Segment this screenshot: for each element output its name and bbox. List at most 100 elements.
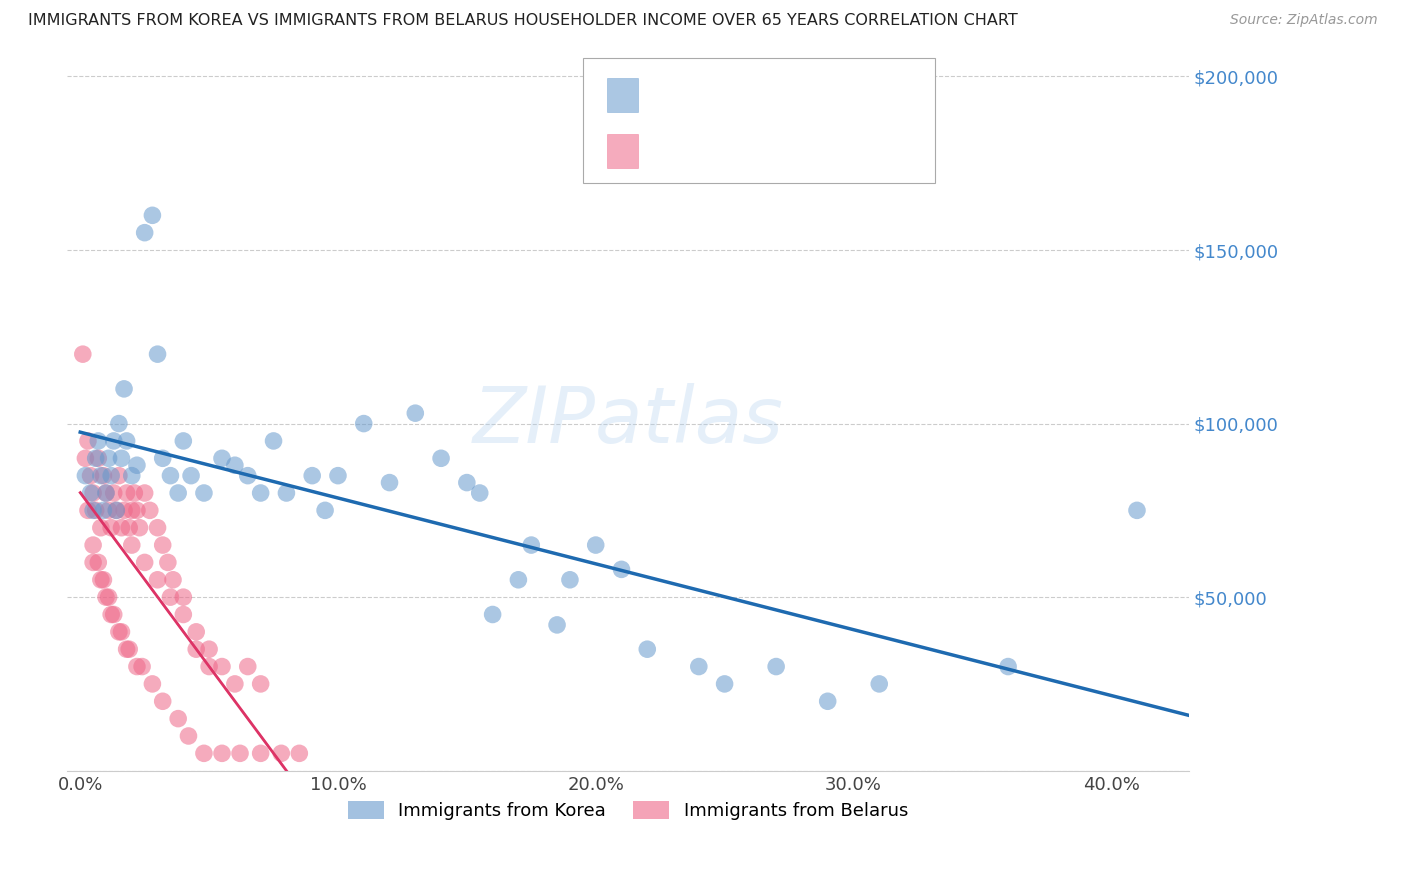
Point xyxy=(610,562,633,576)
Point xyxy=(636,642,658,657)
Point xyxy=(72,347,94,361)
Text: -0.128: -0.128 xyxy=(692,145,751,162)
Point xyxy=(224,677,246,691)
Point xyxy=(263,434,285,448)
Point xyxy=(224,458,246,473)
Point xyxy=(103,607,125,622)
Point xyxy=(121,468,143,483)
Point xyxy=(172,590,194,604)
Point xyxy=(87,556,110,570)
Point xyxy=(77,503,100,517)
Point xyxy=(765,659,787,673)
Point xyxy=(546,618,568,632)
Point xyxy=(249,486,271,500)
Point xyxy=(198,642,221,657)
Point xyxy=(97,590,120,604)
Point xyxy=(110,451,132,466)
Text: 57: 57 xyxy=(783,87,806,104)
Point xyxy=(134,556,156,570)
Point xyxy=(270,747,292,761)
Point xyxy=(314,503,336,517)
Point xyxy=(93,468,115,483)
Point xyxy=(520,538,543,552)
Point xyxy=(430,451,453,466)
Text: 71: 71 xyxy=(783,145,806,162)
Point xyxy=(125,659,148,673)
Point xyxy=(159,468,181,483)
Point xyxy=(90,573,112,587)
Point xyxy=(152,538,174,552)
Point xyxy=(90,521,112,535)
Point xyxy=(276,486,298,500)
Legend: Immigrants from Korea, Immigrants from Belarus: Immigrants from Korea, Immigrants from B… xyxy=(340,794,915,827)
Point xyxy=(131,659,153,673)
Text: N =: N = xyxy=(745,87,793,104)
Point xyxy=(115,434,138,448)
Point xyxy=(90,468,112,483)
Point xyxy=(236,659,259,673)
Point xyxy=(198,659,221,673)
Point xyxy=(105,503,128,517)
Point xyxy=(94,486,117,500)
Point xyxy=(110,521,132,535)
Point xyxy=(93,573,115,587)
Point xyxy=(456,475,478,490)
Point xyxy=(103,486,125,500)
Point xyxy=(118,521,141,535)
Text: ZIPatlas: ZIPatlas xyxy=(472,383,783,458)
Point xyxy=(186,624,208,639)
Point xyxy=(124,486,146,500)
Point xyxy=(229,747,252,761)
Point xyxy=(688,659,710,673)
Point xyxy=(100,521,122,535)
Point xyxy=(152,694,174,708)
Point xyxy=(236,468,259,483)
Point xyxy=(115,642,138,657)
Point xyxy=(156,556,179,570)
Point xyxy=(172,607,194,622)
Point xyxy=(378,475,401,490)
Point xyxy=(868,677,890,691)
Point xyxy=(100,607,122,622)
Point xyxy=(508,573,530,587)
Point xyxy=(103,434,125,448)
Point xyxy=(82,503,104,517)
Point xyxy=(112,503,135,517)
Point xyxy=(713,677,735,691)
Point xyxy=(94,486,117,500)
Point xyxy=(118,642,141,657)
Point xyxy=(249,677,271,691)
Point xyxy=(110,624,132,639)
Point xyxy=(108,417,131,431)
Point xyxy=(167,486,190,500)
Point xyxy=(177,729,200,743)
Point xyxy=(82,486,104,500)
Point xyxy=(93,503,115,517)
Point xyxy=(146,573,169,587)
Point xyxy=(353,417,375,431)
Point xyxy=(558,573,581,587)
Point xyxy=(84,503,107,517)
Text: R =: R = xyxy=(650,145,686,162)
Point xyxy=(97,451,120,466)
Point xyxy=(997,659,1019,673)
Point xyxy=(134,486,156,500)
Point xyxy=(817,694,839,708)
Text: Source: ZipAtlas.com: Source: ZipAtlas.com xyxy=(1230,13,1378,28)
Text: R =: R = xyxy=(650,87,686,104)
Point xyxy=(87,451,110,466)
Point xyxy=(108,468,131,483)
Point xyxy=(112,382,135,396)
Point xyxy=(172,434,194,448)
Point xyxy=(79,468,101,483)
Point xyxy=(211,659,233,673)
Point xyxy=(162,573,184,587)
Point xyxy=(404,406,426,420)
Point xyxy=(115,486,138,500)
Point xyxy=(180,468,202,483)
Point xyxy=(75,468,97,483)
Point xyxy=(105,503,128,517)
Point xyxy=(326,468,349,483)
Point xyxy=(146,521,169,535)
Point xyxy=(159,590,181,604)
